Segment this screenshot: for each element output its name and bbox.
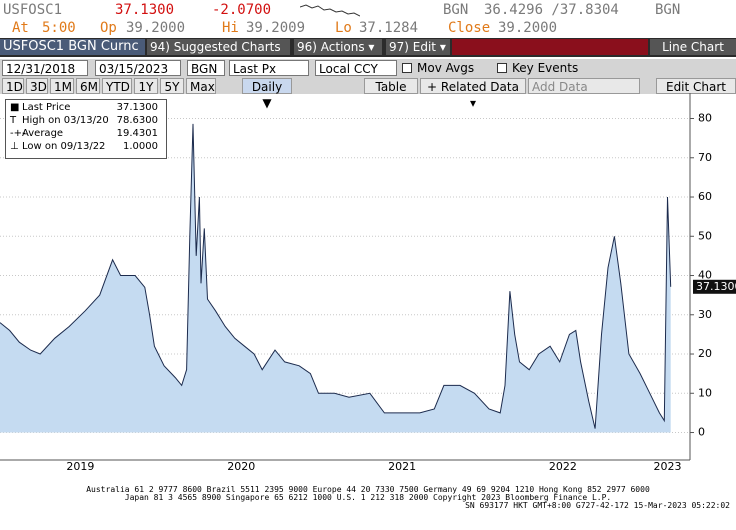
period-button[interactable]: Max: [186, 78, 216, 94]
currency-select[interactable]: Local CCY: [315, 60, 397, 76]
y-tick-label: 80: [698, 112, 712, 125]
suggested-charts[interactable]: 94) Suggested Charts: [147, 39, 290, 55]
chart: 0 10 20 30 40 50 60 70 80 2019 2020 2021 2022 2023 37.…: [0, 93, 736, 473]
legend: ■ Last Price 37.1300 T High on 03/13/20 78.63…: [5, 99, 167, 159]
period-button[interactable]: YTD: [102, 78, 132, 94]
edit-chart[interactable]: Edit Chart: [656, 78, 736, 94]
legend-item: ■ Last Price 37.1300: [10, 102, 160, 115]
last-price-tag: [693, 279, 736, 294]
period-button[interactable]: 1D: [2, 78, 24, 94]
add-data[interactable]: Add Data: [528, 78, 640, 94]
toolbar-main: USFOSC1 BGN Curnc 94) Suggested Charts 9…: [0, 38, 736, 57]
open-label: Op: [100, 20, 117, 36]
period-button[interactable]: 6M: [76, 78, 100, 94]
y-tick-label: 20: [698, 347, 712, 360]
footer-line: SN 693177 HKT GMT+8:00 G727-42-172 15-Ma…: [465, 501, 730, 510]
x-tick-label: 2021: [388, 460, 416, 473]
legend-value: 1.0000: [123, 141, 158, 152]
x-tick-label: 2023: [653, 460, 681, 473]
x-tick-label: 2022: [549, 460, 577, 473]
legend-item: -+- Average 19.4301: [10, 128, 160, 141]
key-events-label: Key Events: [512, 61, 579, 75]
period-button[interactable]: 3D: [26, 78, 48, 94]
area-fill: [0, 123, 671, 433]
legend-symbol: -+-: [10, 128, 26, 139]
toolbar-periods: Daily ▼ Table + Related Data ▾ Add Data …: [0, 77, 736, 110]
sparkline: [300, 4, 360, 17]
x-tick-label: 2019: [66, 460, 94, 473]
view-type: Line Chart: [650, 39, 736, 55]
low-value: 37.1284: [359, 20, 419, 36]
legend-label: Low on 09/13/22: [22, 141, 106, 152]
security-field[interactable]: USFOSC1 BGN Curnc: [0, 39, 145, 55]
legend-symbol: ⊥: [10, 141, 19, 152]
y-tick-label: 50: [698, 229, 712, 242]
high-value: 39.2009: [246, 20, 306, 36]
edit-menu[interactable]: 97) Edit ▾: [386, 39, 450, 55]
footer: Australia 61 2 9777 8600 Brazil 5511 239…: [0, 486, 736, 510]
end-date[interactable]: 03/15/2023: [95, 60, 181, 76]
footer-line: Australia 61 2 9777 8600 Brazil 5511 239…: [86, 485, 650, 494]
y-tick-label: 30: [698, 308, 712, 321]
legend-label: High on 03/13/20: [22, 115, 109, 126]
toolbar-range: 12/31/2018 03/15/2023 BGN Last Px Local …: [0, 59, 736, 78]
legend-label: Average: [22, 128, 64, 139]
source-field[interactable]: BGN: [187, 60, 225, 76]
close-value: 39.2000: [498, 20, 558, 36]
legend-symbol: T: [10, 115, 17, 126]
legend-item: T High on 03/13/20 78.6300: [10, 115, 160, 128]
legend-value: 37.1300: [116, 102, 158, 113]
legend-symbol: ■: [10, 102, 20, 113]
legend-value: 19.4301: [116, 128, 158, 139]
legend-value: 78.6300: [116, 115, 158, 126]
frequency-select[interactable]: Daily ▼: [242, 78, 292, 110]
y-tick-label: 60: [698, 190, 712, 203]
period-button[interactable]: 1M: [50, 78, 74, 94]
mov-avgs-checkbox[interactable]: [402, 63, 412, 73]
y-tick-label: 40: [698, 269, 712, 282]
last-price: 37.1300: [115, 2, 175, 18]
related-data[interactable]: + Related Data ▾: [420, 78, 526, 110]
at-label: At: [12, 20, 29, 36]
title-bar: [452, 39, 648, 55]
key-events-checkbox[interactable]: [497, 63, 507, 73]
period-button[interactable]: 1Y: [134, 78, 158, 94]
x-tick-label: 2020: [227, 460, 255, 473]
close-label: Close: [448, 20, 491, 36]
start-date[interactable]: 12/31/2018: [2, 60, 88, 76]
y-tick-label: 0: [698, 426, 705, 439]
table-button[interactable]: Table: [364, 78, 418, 94]
legend-label: Last Price: [22, 102, 71, 113]
field-select[interactable]: Last Px: [229, 60, 309, 76]
period-button[interactable]: 5Y: [160, 78, 184, 94]
ticker: USFOSC1: [3, 2, 63, 18]
last-price-tag-label: 37.1300: [696, 280, 736, 293]
at-value: 5:00: [42, 20, 76, 36]
bid-ask: 36.4296 /37.8304: [484, 2, 619, 18]
actions-menu[interactable]: 96) Actions ▾: [294, 39, 382, 55]
footer-line: Japan 81 3 4565 8900 Singapore 65 6212 1…: [124, 493, 612, 502]
price-line: [0, 123, 672, 429]
high-label: Hi: [222, 20, 239, 36]
y-tick-label: 70: [698, 151, 712, 164]
legend-item: ⊥ Low on 09/13/22 1.0000: [10, 141, 160, 154]
bid-source: BGN: [443, 2, 469, 18]
ask-source: BGN: [655, 2, 681, 18]
mov-avgs-label: Mov Avgs: [417, 61, 475, 75]
low-label: Lo: [335, 20, 352, 36]
net-change: -2.0700: [212, 2, 272, 18]
y-tick-label: 10: [698, 386, 712, 399]
open-value: 39.2000: [126, 20, 186, 36]
